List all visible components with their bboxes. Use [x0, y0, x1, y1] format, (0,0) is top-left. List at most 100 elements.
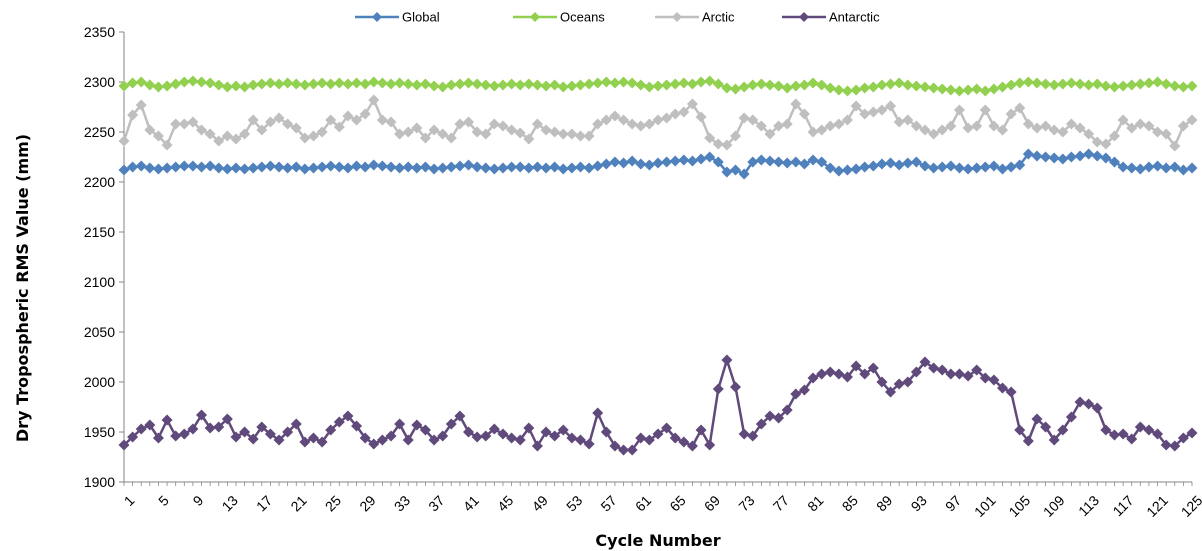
data-point [523, 78, 535, 90]
data-point [213, 135, 225, 147]
data-point [859, 368, 871, 380]
data-point [712, 138, 724, 150]
data-point [1031, 413, 1043, 425]
data-point [213, 162, 225, 174]
data-point [1152, 160, 1164, 172]
data-point [497, 79, 509, 91]
data-point [514, 161, 526, 173]
data-point [368, 159, 380, 171]
data-point [557, 163, 569, 175]
data-point [704, 132, 716, 144]
data-point [239, 426, 251, 438]
x-tick-label: 121 [1143, 492, 1171, 520]
data-point [781, 157, 793, 169]
data-point [187, 116, 199, 128]
data-point [764, 79, 776, 91]
data-point [204, 160, 216, 172]
data-point [686, 440, 698, 452]
data-point [196, 124, 208, 136]
data-point [643, 118, 655, 130]
data-point [695, 76, 707, 88]
data-point [1108, 130, 1120, 142]
data-point [307, 432, 319, 444]
y-axis: 1900 1950 2000 2050 2100 2150 2200 2250 2300 2350 [84, 24, 125, 490]
data-point [325, 78, 337, 90]
data-point [712, 383, 724, 395]
data-point [876, 376, 888, 388]
data-point [1152, 76, 1164, 88]
data-point [807, 372, 819, 384]
data-point [1117, 428, 1129, 440]
data-point [118, 164, 130, 176]
data-point [1091, 150, 1103, 162]
data-point [686, 98, 698, 110]
data-point [652, 80, 664, 92]
data-point [962, 122, 974, 134]
data-point [135, 423, 147, 435]
data-point [1160, 162, 1172, 174]
data-point [712, 78, 724, 90]
data-point [764, 128, 776, 140]
data-point [118, 135, 130, 147]
data-point [833, 368, 845, 380]
data-point [997, 163, 1009, 175]
data-point [997, 81, 1009, 93]
data-point [385, 161, 397, 173]
data-point [1126, 162, 1138, 174]
data-point [781, 82, 793, 94]
x-tick-label: 37 [425, 492, 447, 514]
data-point [376, 434, 388, 446]
data-point [506, 78, 518, 90]
data-point [928, 82, 940, 94]
data-point [773, 80, 785, 92]
data-point [264, 116, 276, 128]
x-tick-label: 21 [287, 492, 309, 514]
data-point [678, 77, 690, 89]
data-point [1065, 411, 1077, 423]
data-point [1108, 429, 1120, 441]
data-point [170, 118, 182, 130]
data-point [850, 163, 862, 175]
data-point [523, 422, 535, 434]
data-point [342, 110, 354, 122]
data-point [178, 160, 190, 172]
x-tick-label: 25 [322, 492, 344, 514]
data-point [945, 368, 957, 380]
data-point [928, 162, 940, 174]
data-point [953, 162, 965, 174]
data-point [816, 79, 828, 91]
x-tick-label: 57 [597, 492, 619, 514]
data-point [885, 78, 897, 90]
data-point [428, 124, 440, 136]
data-point [549, 161, 561, 173]
data-point [1074, 396, 1086, 408]
data-point [368, 76, 380, 88]
data-point [1143, 77, 1155, 89]
data-point [867, 362, 879, 374]
data-point [307, 162, 319, 174]
data-point [945, 160, 957, 172]
data-point [351, 114, 363, 126]
data-point [730, 381, 742, 393]
legend-item-oceans: Oceans [513, 10, 605, 25]
data-point [988, 83, 1000, 95]
data-point [1134, 118, 1146, 130]
data-point [1040, 421, 1052, 433]
data-point [592, 160, 604, 172]
data-point [841, 114, 853, 126]
data-point [910, 156, 922, 168]
data-point [566, 80, 578, 92]
data-point [936, 364, 948, 376]
data-point [333, 77, 345, 89]
data-point [730, 83, 742, 95]
data-point [351, 77, 363, 89]
data-point [290, 122, 302, 134]
data-point [290, 78, 302, 90]
data-point [488, 80, 500, 92]
data-point [239, 81, 251, 93]
data-point [738, 428, 750, 440]
data-point [979, 161, 991, 173]
data-point [256, 78, 268, 90]
data-point [333, 416, 345, 428]
data-point [997, 382, 1009, 394]
